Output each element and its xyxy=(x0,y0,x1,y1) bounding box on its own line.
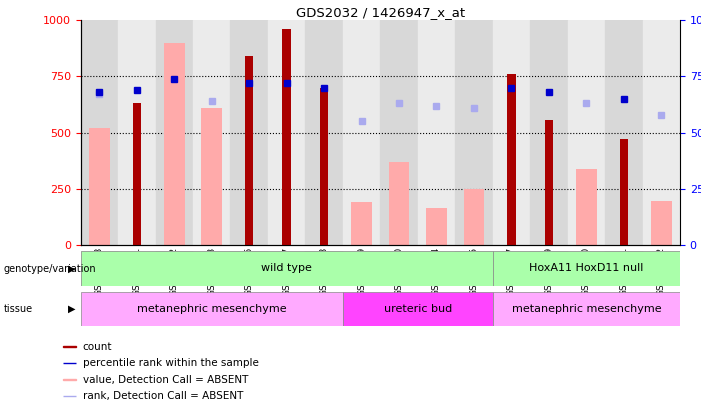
Bar xyxy=(81,20,118,245)
Text: metanephric mesenchyme: metanephric mesenchyme xyxy=(512,304,661,314)
Bar xyxy=(268,20,306,245)
Bar xyxy=(343,251,381,286)
Bar xyxy=(643,20,680,245)
Bar xyxy=(530,20,568,245)
Bar xyxy=(463,189,484,245)
Bar xyxy=(576,168,597,245)
Bar xyxy=(343,292,493,326)
Bar xyxy=(320,88,328,245)
Bar xyxy=(231,20,268,245)
Title: GDS2032 / 1426947_x_at: GDS2032 / 1426947_x_at xyxy=(296,6,465,19)
Bar xyxy=(306,20,343,245)
Bar xyxy=(455,251,493,286)
Bar xyxy=(201,108,222,245)
Bar xyxy=(63,379,76,380)
Bar xyxy=(193,251,231,286)
Text: ▶: ▶ xyxy=(68,304,76,314)
Text: HoxA11 HoxD11 null: HoxA11 HoxD11 null xyxy=(529,263,644,273)
Bar xyxy=(568,251,605,286)
Text: count: count xyxy=(83,341,112,352)
Text: tissue: tissue xyxy=(4,304,33,314)
Bar xyxy=(620,139,628,245)
Bar xyxy=(156,20,193,245)
Bar xyxy=(118,251,156,286)
Bar xyxy=(63,346,76,347)
Bar xyxy=(530,251,568,286)
Bar xyxy=(81,251,493,286)
Bar xyxy=(651,201,672,245)
Bar xyxy=(156,251,193,286)
Bar xyxy=(493,251,680,286)
Text: genotype/variation: genotype/variation xyxy=(4,264,96,273)
Text: wild type: wild type xyxy=(261,263,312,273)
Text: ▶: ▶ xyxy=(68,264,76,273)
Bar xyxy=(81,292,343,326)
Bar xyxy=(605,20,643,245)
Bar xyxy=(231,251,268,286)
Text: percentile rank within the sample: percentile rank within the sample xyxy=(83,358,259,368)
Bar xyxy=(568,20,605,245)
Bar xyxy=(426,208,447,245)
Bar xyxy=(493,20,530,245)
Bar xyxy=(508,74,516,245)
Text: ureteric bud: ureteric bud xyxy=(383,304,452,314)
Bar xyxy=(268,251,306,286)
Bar xyxy=(81,251,118,286)
Bar xyxy=(343,20,381,245)
Bar xyxy=(132,103,141,245)
Bar xyxy=(381,20,418,245)
Bar xyxy=(643,251,680,286)
Bar xyxy=(63,362,76,364)
Bar xyxy=(418,251,455,286)
Bar xyxy=(455,20,493,245)
Text: rank, Detection Call = ABSENT: rank, Detection Call = ABSENT xyxy=(83,391,243,401)
Bar xyxy=(351,202,372,245)
Bar xyxy=(605,251,643,286)
Bar xyxy=(89,128,109,245)
Bar xyxy=(164,43,184,245)
Text: value, Detection Call = ABSENT: value, Detection Call = ABSENT xyxy=(83,375,248,384)
Bar xyxy=(283,29,291,245)
Text: metanephric mesenchyme: metanephric mesenchyme xyxy=(137,304,287,314)
Bar xyxy=(389,162,409,245)
Bar xyxy=(245,56,253,245)
Bar xyxy=(381,251,418,286)
Bar xyxy=(545,120,553,245)
Bar xyxy=(193,20,231,245)
Bar xyxy=(118,20,156,245)
Bar xyxy=(493,251,530,286)
Bar xyxy=(493,292,680,326)
Bar xyxy=(306,251,343,286)
Bar xyxy=(418,20,455,245)
